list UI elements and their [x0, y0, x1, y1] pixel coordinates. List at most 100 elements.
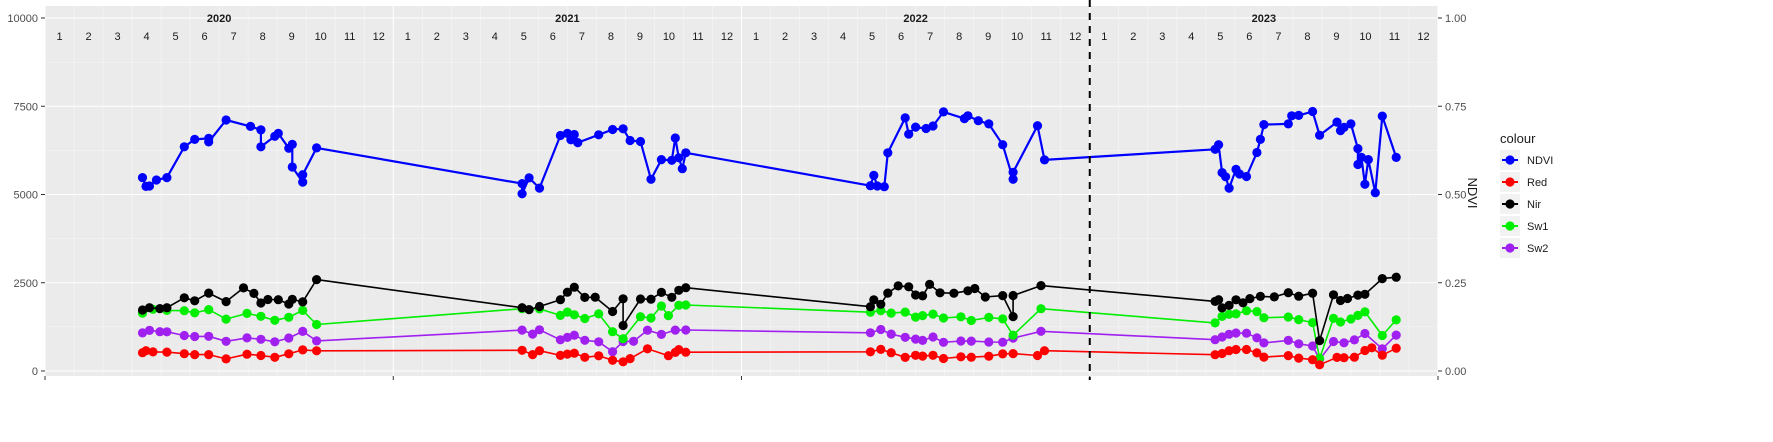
- y-tick-label: 0: [32, 366, 38, 378]
- data-point: [886, 308, 896, 318]
- month-label: 3: [463, 31, 469, 43]
- data-point: [938, 337, 949, 347]
- data-point: [1221, 172, 1231, 182]
- data-point: [911, 290, 921, 300]
- data-point: [900, 352, 910, 362]
- month-label: 6: [202, 31, 208, 43]
- legend-label: Nir: [1527, 199, 1541, 211]
- data-point: [656, 301, 667, 311]
- data-point: [284, 349, 294, 359]
- data-point: [635, 136, 646, 147]
- series-ndvi: [137, 106, 1401, 199]
- month-label: 2: [85, 31, 91, 43]
- data-point: [911, 312, 921, 322]
- data-point: [1252, 333, 1262, 343]
- data-point: [656, 155, 667, 165]
- data-point: [144, 325, 155, 335]
- data-point: [667, 155, 677, 165]
- data-point: [179, 349, 189, 359]
- data-point: [1217, 348, 1227, 359]
- data-point: [1224, 309, 1234, 319]
- data-point: [517, 189, 527, 199]
- data-point: [137, 173, 148, 183]
- data-point: [569, 282, 579, 292]
- data-point: [918, 291, 928, 301]
- data-point: [1315, 353, 1325, 363]
- month-label: 7: [1275, 31, 1281, 43]
- data-point: [155, 327, 165, 337]
- data-point: [904, 129, 914, 139]
- data-point: [618, 320, 628, 331]
- data-point: [618, 124, 628, 134]
- data-point: [1391, 152, 1401, 162]
- data-point: [1391, 330, 1401, 340]
- data-point: [1308, 288, 1318, 298]
- month-label: 1: [753, 31, 759, 43]
- month-label: 2: [1130, 31, 1136, 43]
- data-point: [1036, 326, 1046, 336]
- data-point: [1252, 147, 1262, 158]
- data-series: [137, 0, 1401, 380]
- data-point: [900, 307, 910, 317]
- data-point: [984, 351, 994, 361]
- data-point: [865, 328, 876, 338]
- data-point: [594, 130, 604, 140]
- data-point: [190, 296, 200, 306]
- data-point: [1370, 188, 1380, 198]
- data-point: [928, 121, 938, 131]
- month-label: 8: [608, 31, 614, 43]
- data-point: [1036, 304, 1046, 314]
- data-point: [869, 170, 879, 180]
- month-label: 7: [579, 31, 585, 43]
- data-point: [1328, 336, 1339, 347]
- data-point: [562, 307, 573, 317]
- y2-tick-label: 0.25: [1445, 278, 1466, 290]
- data-point: [670, 133, 680, 143]
- data-point: [1377, 350, 1387, 360]
- legend-key-point: [1505, 243, 1515, 253]
- data-point: [883, 288, 893, 298]
- series-sw2: [137, 324, 1401, 364]
- data-point: [221, 115, 231, 125]
- data-point: [190, 134, 200, 144]
- data-point: [928, 309, 938, 319]
- data-point: [312, 319, 322, 330]
- series-red: [137, 343, 1401, 370]
- data-point: [1224, 183, 1234, 193]
- data-point: [625, 135, 635, 146]
- data-point: [1346, 314, 1356, 324]
- data-point: [204, 137, 214, 147]
- data-point: [1224, 346, 1234, 356]
- grid-lines: [44, 6, 1439, 376]
- data-point: [984, 312, 994, 322]
- data-point: [137, 328, 148, 338]
- data-point: [1252, 348, 1262, 358]
- data-point: [273, 128, 283, 138]
- data-point: [1391, 343, 1401, 353]
- data-point: [298, 297, 308, 307]
- data-point: [1283, 119, 1293, 129]
- data-point: [1217, 332, 1227, 342]
- data-point: [1353, 310, 1363, 320]
- data-point: [1294, 110, 1304, 120]
- data-point: [179, 142, 189, 152]
- data-point: [242, 349, 252, 359]
- data-point: [528, 329, 538, 339]
- y-tick-label: 7500: [14, 101, 38, 113]
- data-point: [984, 337, 994, 347]
- data-point: [1339, 122, 1349, 132]
- data-point: [256, 350, 266, 361]
- data-point: [1231, 309, 1241, 319]
- legend-key-point: [1505, 177, 1515, 187]
- data-point: [287, 294, 297, 304]
- data-point: [312, 143, 322, 153]
- data-point: [1039, 346, 1050, 356]
- data-point: [287, 162, 297, 172]
- data-point: [963, 111, 973, 121]
- month-label: 4: [1188, 31, 1194, 43]
- data-point: [1259, 338, 1269, 348]
- month-label: 6: [898, 31, 904, 43]
- month-label: 8: [956, 31, 962, 43]
- data-point: [569, 310, 579, 320]
